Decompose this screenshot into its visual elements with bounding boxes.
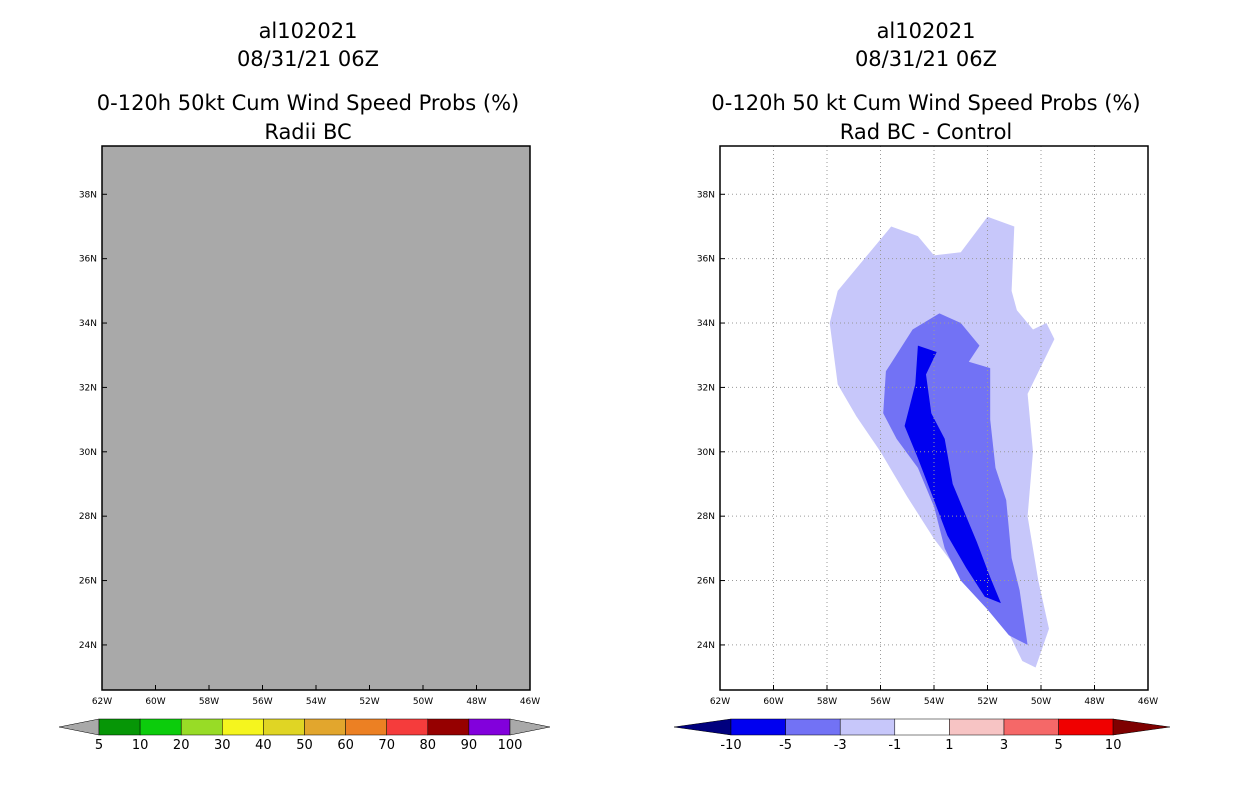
left-y-tick-label: 38N	[79, 190, 97, 200]
left-colorbar-swatch	[468, 718, 511, 736]
left-x-tick-label: 50W	[413, 697, 433, 707]
left-y-tick-label: 26N	[79, 577, 97, 587]
right-contours	[829, 216, 1055, 668]
left-colorbar-label: 70	[378, 738, 395, 753]
left-colorbar-label: 30	[214, 738, 231, 753]
right-x-tick-label: 50W	[1031, 697, 1051, 707]
right-x-tick-label: 56W	[870, 697, 890, 707]
right-colorbar-label: -3	[834, 738, 847, 753]
left-x-tick-label: 54W	[306, 697, 326, 707]
right-y-tick-label: 24N	[697, 641, 715, 651]
left-colorbar-swatch	[345, 718, 387, 736]
right-colorbar-label: -10	[720, 738, 741, 753]
right-x-tick-label: 48W	[1084, 697, 1104, 707]
right-contour-level-3	[904, 345, 1001, 604]
right-y-tick-label: 26N	[697, 577, 715, 587]
left-colorbar-swatch	[180, 718, 223, 736]
left-x-tick-label: 56W	[252, 697, 272, 707]
left-colorbar-label: 50	[296, 738, 313, 753]
left-colorbar-end-right	[509, 718, 551, 736]
left-y-tick-label: 36N	[79, 255, 97, 265]
left-colorbar-label: 10	[132, 738, 149, 753]
right-colorbar-label: 1	[945, 738, 953, 753]
right-title-storm-id: al102021	[877, 19, 976, 43]
left-colorbar-swatch	[263, 718, 305, 736]
left-colorbar-end-left	[58, 718, 100, 736]
left-title-subtitle: Radii BC	[264, 120, 351, 144]
left-x-tick-label: 60W	[145, 697, 165, 707]
left-y-tick-label: 24N	[79, 641, 97, 651]
right-colorbar: -10 -5 -3 -1 1 3 5 10	[673, 718, 1171, 753]
left-x-tick-label: 48W	[466, 697, 486, 707]
left-colorbar-swatch	[222, 718, 264, 736]
left-x-tick-label: 58W	[199, 697, 219, 707]
left-x-tick-label: 62W	[92, 697, 112, 707]
left-x-tick-label: 52W	[359, 697, 379, 707]
left-plot: 38N 36N 34N 32N 30N 28N 26N 24N 62W 60W 58W 56W 54W…	[79, 145, 540, 707]
left-colorbar: 5 10 20 30 40 50 60 70 80 90 100	[58, 718, 551, 753]
left-colorbar-swatch	[427, 718, 470, 736]
right-plot: 38N 36N 34N 32N 30N 28N 26N 24N 62W 60W 58W 56W 54W…	[697, 145, 1158, 707]
right-title-date: 08/31/21 06Z	[855, 47, 997, 71]
right-colorbar-label: 10	[1105, 738, 1122, 753]
left-colorbar-swatch	[139, 718, 182, 736]
right-grid	[720, 146, 1148, 690]
left-title-date: 08/31/21 06Z	[237, 47, 379, 71]
right-y-tick-label: 34N	[697, 319, 715, 329]
left-x-tick-label: 46W	[520, 697, 540, 707]
left-y-tick-label: 32N	[79, 383, 97, 393]
left-colorbar-label: 80	[420, 738, 437, 753]
right-y-tick-label: 32N	[697, 383, 715, 393]
left-y-tick-label: 28N	[79, 512, 97, 522]
right-y-tick-label: 28N	[697, 512, 715, 522]
right-x-tick-label: 60W	[763, 697, 783, 707]
right-colorbar-swatch	[1058, 718, 1114, 736]
right-colorbar-swatch	[785, 718, 841, 736]
right-colorbar-swatch	[730, 718, 786, 736]
right-colorbar-end-left	[673, 718, 732, 736]
right-colorbar-label: -1	[888, 738, 901, 753]
left-colorbar-label: 5	[95, 738, 103, 753]
left-x-axis: 62W 60W 58W 56W 54W 52W 50W 48W 46W	[92, 685, 540, 707]
left-y-tick-label: 34N	[79, 319, 97, 329]
left-colorbar-swatch	[386, 718, 429, 736]
right-colorbar-swatch	[949, 718, 1005, 736]
right-colorbar-swatch	[839, 718, 896, 736]
left-colorbar-label: 100	[498, 738, 523, 753]
right-x-tick-label: 58W	[817, 697, 837, 707]
right-x-axis: 62W 60W 58W 56W 54W 52W 50W 48W 46W	[710, 685, 1158, 707]
right-colorbar-label: -5	[779, 738, 792, 753]
right-title-subtitle: Rad BC - Control	[840, 120, 1013, 144]
right-colorbar-end-right	[1112, 718, 1171, 736]
right-x-tick-label: 62W	[710, 697, 730, 707]
left-y-axis: 38N 36N 34N 32N 30N 28N 26N 24N	[79, 190, 107, 651]
right-colorbar-swatch	[1003, 718, 1059, 736]
left-colorbar-label: 90	[461, 738, 478, 753]
left-y-tick-label: 30N	[79, 448, 97, 458]
left-colorbar-label: 40	[255, 738, 272, 753]
left-colorbar-label: 20	[173, 738, 190, 753]
right-y-tick-label: 30N	[697, 448, 715, 458]
right-title-product: 0-120h 50 kt Cum Wind Speed Probs (%)	[711, 91, 1140, 115]
right-y-tick-label: 36N	[697, 255, 715, 265]
right-x-tick-label: 52W	[977, 697, 997, 707]
right-x-tick-label: 54W	[924, 697, 944, 707]
right-y-tick-label: 38N	[697, 190, 715, 200]
right-x-tick-label: 46W	[1138, 697, 1158, 707]
right-colorbar-swatch	[894, 718, 950, 736]
left-plot-missing-data-fill	[102, 146, 530, 690]
left-colorbar-swatch	[98, 718, 141, 736]
right-colorbar-label: 3	[1000, 738, 1008, 753]
left-title-product: 0-120h 50kt Cum Wind Speed Probs (%)	[97, 91, 519, 115]
right-colorbar-label: 5	[1054, 738, 1062, 753]
left-title-storm-id: al102021	[259, 19, 358, 43]
right-y-axis: 38N 36N 34N 32N 30N 28N 26N 24N	[697, 190, 725, 651]
left-colorbar-swatch	[304, 718, 346, 736]
left-colorbar-label: 60	[337, 738, 354, 753]
